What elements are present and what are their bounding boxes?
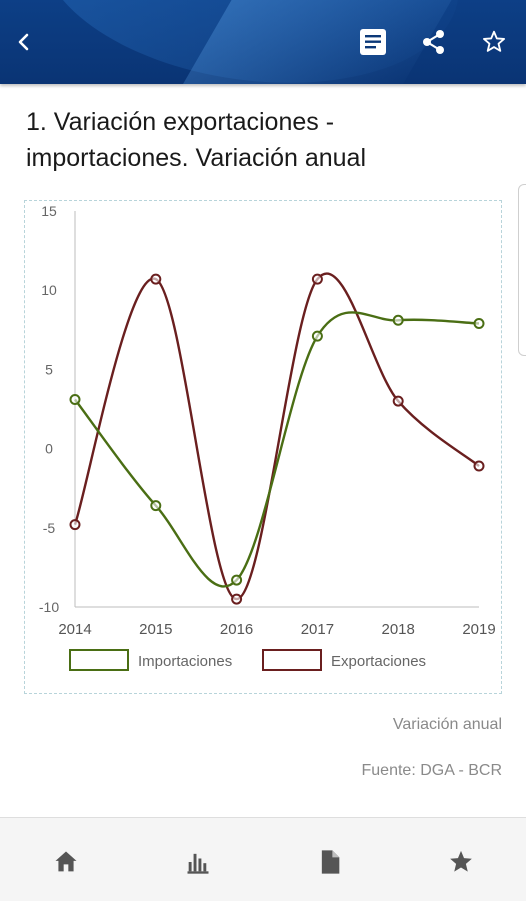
data-point-exportaciones bbox=[392, 395, 404, 407]
y-tick-label: 15 bbox=[41, 203, 57, 219]
y-tick-label: 5 bbox=[45, 361, 53, 377]
back-button[interactable] bbox=[6, 24, 42, 60]
star-icon bbox=[450, 850, 472, 872]
data-point-importaciones bbox=[150, 500, 162, 512]
x-tick-label: 2016 bbox=[220, 621, 253, 638]
y-tick-label: 10 bbox=[41, 282, 57, 298]
data-point-exportaciones bbox=[69, 519, 81, 531]
data-point-importaciones bbox=[473, 317, 485, 329]
data-point-importaciones bbox=[311, 330, 323, 342]
nav-favorites[interactable] bbox=[445, 846, 477, 878]
x-tick-label: 2015 bbox=[139, 621, 172, 638]
side-scroll-handle[interactable] bbox=[518, 184, 526, 356]
y-tick-label: -10 bbox=[39, 599, 59, 615]
series-line-exportaciones bbox=[73, 272, 480, 601]
data-point-importaciones bbox=[231, 574, 243, 586]
page-title: 1. Variación exportaciones - importacion… bbox=[26, 108, 367, 172]
data-point-exportaciones bbox=[311, 273, 323, 285]
document-icon bbox=[321, 850, 340, 874]
x-tick-label: 2018 bbox=[382, 621, 415, 638]
nav-documents[interactable] bbox=[314, 846, 346, 878]
line-chart: 15 10 5 0 -5 -10 2014 2015 2016 2017 2018 2019 Impor… bbox=[39, 203, 496, 671]
chart-subtitle: Variación anual bbox=[392, 716, 502, 733]
share-button[interactable] bbox=[416, 24, 452, 60]
document-icon bbox=[360, 29, 386, 55]
share-icon bbox=[423, 30, 444, 54]
legend-swatch bbox=[262, 649, 322, 671]
nav-home[interactable] bbox=[50, 846, 82, 878]
data-point-exportaciones bbox=[473, 460, 485, 472]
star-outline-icon bbox=[483, 30, 505, 52]
bar-chart-icon bbox=[187, 853, 209, 874]
nav-statistics[interactable] bbox=[182, 846, 214, 878]
app-bar bbox=[0, 0, 526, 84]
legend-swatch bbox=[69, 649, 129, 671]
legend-label: Importaciones bbox=[138, 653, 232, 670]
y-tick-label: 0 bbox=[45, 441, 53, 457]
x-tick-label: 2019 bbox=[462, 621, 495, 638]
chart-container: 15 10 5 0 -5 -10 2014 2015 2016 2017 2018 2019 Impor… bbox=[24, 200, 502, 694]
data-point-exportaciones bbox=[150, 273, 162, 285]
y-tick-label: -5 bbox=[43, 520, 56, 536]
chevron-left-icon bbox=[18, 33, 29, 51]
x-tick-label: 2014 bbox=[58, 621, 91, 638]
x-tick-label: 2017 bbox=[301, 621, 334, 638]
favorite-button[interactable] bbox=[476, 24, 512, 60]
chart-source: Fuente: DGA - BCR bbox=[361, 762, 503, 779]
data-point-importaciones bbox=[392, 314, 404, 326]
legend-label: Exportaciones bbox=[331, 653, 426, 670]
bottom-navigation bbox=[0, 817, 526, 901]
home-icon bbox=[55, 851, 77, 872]
document-button[interactable] bbox=[355, 24, 391, 60]
data-point-exportaciones bbox=[231, 593, 243, 605]
data-point-importaciones bbox=[69, 393, 81, 405]
